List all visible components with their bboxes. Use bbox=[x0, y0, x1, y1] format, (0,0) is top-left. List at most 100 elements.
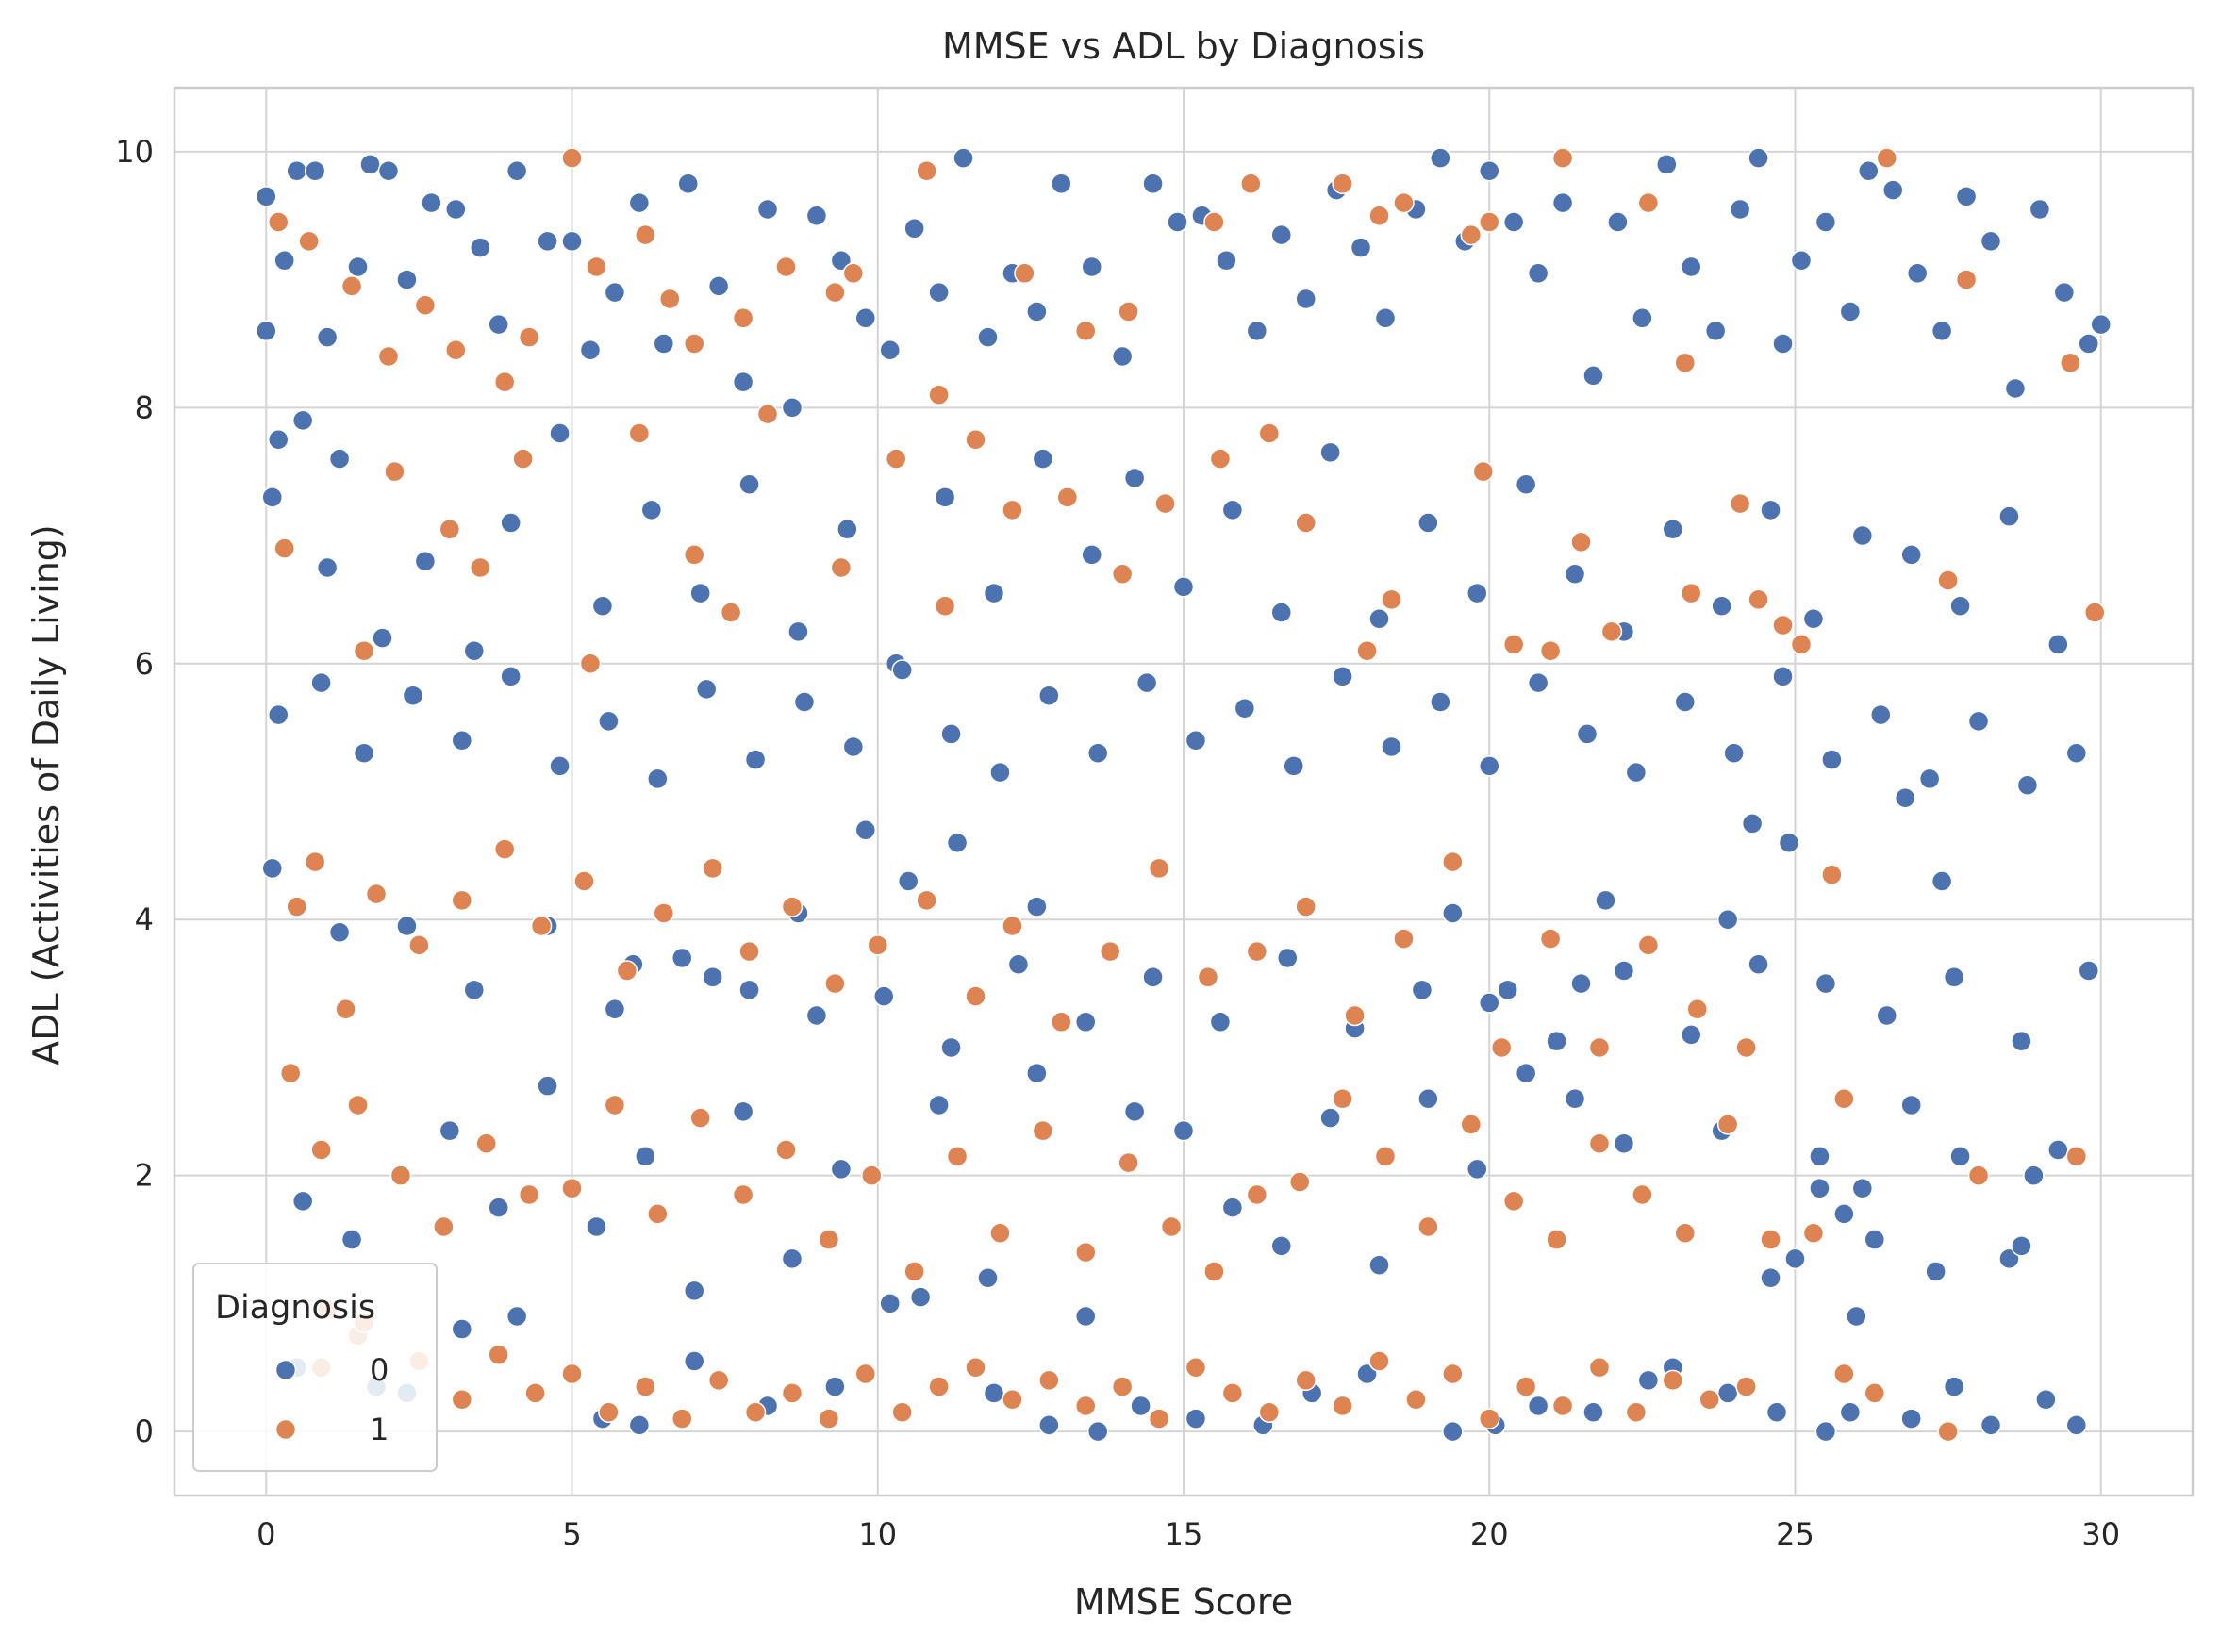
data-point-diagnosis-0 bbox=[854, 307, 877, 329]
data-point-diagnosis-1 bbox=[1332, 1395, 1353, 1417]
data-point-diagnosis-0 bbox=[2004, 377, 2027, 400]
data-point-diagnosis-1 bbox=[635, 1376, 656, 1397]
data-point-diagnosis-1 bbox=[298, 230, 320, 253]
data-point-diagnosis-1 bbox=[267, 211, 290, 233]
data-point-diagnosis-0 bbox=[2078, 333, 2100, 355]
data-point-diagnosis-0 bbox=[842, 735, 865, 758]
data-point-diagnosis-0 bbox=[488, 313, 509, 336]
data-point-diagnosis-0 bbox=[1032, 448, 1054, 470]
data-point-diagnosis-1 bbox=[1955, 269, 1978, 290]
data-point-diagnosis-0 bbox=[879, 339, 901, 361]
data-point-diagnosis-0 bbox=[946, 832, 969, 854]
data-point-diagnosis-1 bbox=[1203, 1261, 1225, 1282]
data-point-diagnosis-0 bbox=[1864, 1229, 1886, 1250]
data-point-diagnosis-0 bbox=[1038, 685, 1060, 706]
data-point-diagnosis-0 bbox=[1356, 1363, 1378, 1385]
data-point-diagnosis-0 bbox=[1930, 870, 1953, 892]
data-point-diagnosis-1 bbox=[340, 275, 363, 297]
data-point-diagnosis-0 bbox=[1564, 563, 1586, 586]
data-point-diagnosis-0 bbox=[256, 186, 277, 207]
data-point-diagnosis-1 bbox=[903, 1261, 925, 1282]
data-point-diagnosis-0 bbox=[1680, 1024, 1702, 1046]
data-point-diagnosis-1 bbox=[1240, 173, 1262, 195]
data-point-diagnosis-0 bbox=[1276, 947, 1299, 969]
data-point-diagnosis-1 bbox=[1674, 352, 1697, 374]
data-point-diagnosis-1 bbox=[384, 460, 406, 483]
data-point-diagnosis-0 bbox=[2065, 1414, 2088, 1436]
data-point-diagnosis-1 bbox=[279, 1062, 302, 1084]
data-point-diagnosis-1 bbox=[928, 384, 950, 405]
data-point-diagnosis-0 bbox=[1809, 1178, 1831, 1199]
data-point-diagnosis-0 bbox=[1656, 154, 1678, 175]
data-point-diagnosis-1 bbox=[1637, 191, 1660, 214]
data-point-diagnosis-1 bbox=[1502, 1190, 1525, 1213]
data-point-diagnosis-1 bbox=[1417, 1215, 1439, 1238]
data-point-diagnosis-1 bbox=[1588, 1357, 1611, 1379]
data-point-diagnosis-1 bbox=[573, 870, 595, 892]
data-point-diagnosis-0 bbox=[1680, 256, 1702, 278]
data-point-diagnosis-1 bbox=[1637, 934, 1660, 956]
x-axis-label: MMSE Score bbox=[1074, 1581, 1293, 1623]
data-point-diagnosis-0 bbox=[2078, 960, 2100, 982]
data-point-diagnosis-0 bbox=[1368, 1254, 1390, 1276]
data-point-diagnosis-0 bbox=[604, 998, 626, 1020]
x-tick-label: 25 bbox=[1776, 1516, 1814, 1552]
data-point-diagnosis-0 bbox=[671, 947, 693, 969]
data-point-diagnosis-0 bbox=[1870, 703, 1892, 726]
data-point-diagnosis-1 bbox=[867, 934, 889, 956]
data-point-diagnosis-0 bbox=[1234, 698, 1256, 719]
data-point-diagnosis-0 bbox=[1839, 1401, 1862, 1424]
data-point-diagnosis-1 bbox=[1735, 1036, 1757, 1059]
data-point-diagnosis-0 bbox=[396, 915, 418, 937]
data-point-diagnosis-0 bbox=[1142, 173, 1164, 195]
data-point-diagnosis-0 bbox=[347, 256, 369, 278]
data-point-diagnosis-0 bbox=[805, 1004, 828, 1027]
data-point-diagnosis-0 bbox=[1833, 1203, 1855, 1225]
data-point-diagnosis-0 bbox=[2065, 742, 2088, 765]
data-point-diagnosis-0 bbox=[591, 595, 614, 617]
data-point-diagnosis-1 bbox=[1698, 1388, 1720, 1411]
data-point-diagnosis-0 bbox=[695, 678, 718, 701]
y-tick-label: 2 bbox=[135, 1158, 154, 1194]
data-point-diagnosis-1 bbox=[1748, 588, 1769, 611]
data-point-diagnosis-0 bbox=[628, 1414, 651, 1436]
data-point-diagnosis-1 bbox=[854, 1363, 877, 1385]
data-point-diagnosis-0 bbox=[805, 205, 828, 226]
data-point-diagnosis-0 bbox=[402, 685, 424, 706]
data-point-diagnosis-0 bbox=[372, 627, 393, 649]
data-point-diagnosis-0 bbox=[1949, 595, 1971, 617]
data-point-diagnosis-1 bbox=[524, 1382, 546, 1404]
data-point-diagnosis-1 bbox=[1790, 634, 1813, 655]
data-point-diagnosis-0 bbox=[1527, 1395, 1549, 1417]
data-point-diagnosis-0 bbox=[500, 666, 522, 687]
data-point-diagnosis-0 bbox=[549, 422, 571, 444]
data-point-diagnosis-0 bbox=[328, 448, 351, 470]
data-point-diagnosis-1 bbox=[1393, 928, 1415, 950]
data-point-diagnosis-1 bbox=[1570, 531, 1592, 553]
data-point-diagnosis-0 bbox=[500, 512, 522, 534]
data-point-diagnosis-1 bbox=[1472, 460, 1495, 483]
data-point-diagnosis-0 bbox=[1074, 1011, 1097, 1033]
data-point-diagnosis-0 bbox=[1319, 1107, 1341, 1129]
data-point-diagnosis-0 bbox=[1748, 147, 1769, 169]
data-point-diagnosis-1 bbox=[659, 288, 681, 310]
data-point-diagnosis-0 bbox=[1270, 223, 1293, 246]
data-point-diagnosis-0 bbox=[1570, 972, 1592, 995]
data-point-diagnosis-0 bbox=[653, 333, 675, 355]
data-point-diagnosis-0 bbox=[1760, 1267, 1781, 1289]
data-point-diagnosis-0 bbox=[953, 147, 974, 169]
data-point-diagnosis-0 bbox=[1930, 320, 1953, 342]
data-point-diagnosis-0 bbox=[647, 768, 669, 790]
data-point-diagnosis-0 bbox=[702, 966, 723, 988]
data-point-diagnosis-1 bbox=[1014, 262, 1035, 285]
data-point-diagnosis-0 bbox=[1918, 768, 1941, 790]
data-point-diagnosis-0 bbox=[537, 1075, 558, 1097]
data-point-diagnosis-1 bbox=[604, 1094, 626, 1116]
data-point-diagnosis-0 bbox=[1111, 345, 1134, 368]
data-point-diagnosis-0 bbox=[1185, 729, 1207, 752]
data-point-diagnosis-0 bbox=[1998, 1247, 2020, 1270]
data-point-diagnosis-1 bbox=[744, 1401, 767, 1424]
data-point-diagnosis-1 bbox=[273, 537, 295, 559]
data-point-diagnosis-1 bbox=[1393, 191, 1415, 214]
y-tick-label: 4 bbox=[135, 901, 154, 937]
